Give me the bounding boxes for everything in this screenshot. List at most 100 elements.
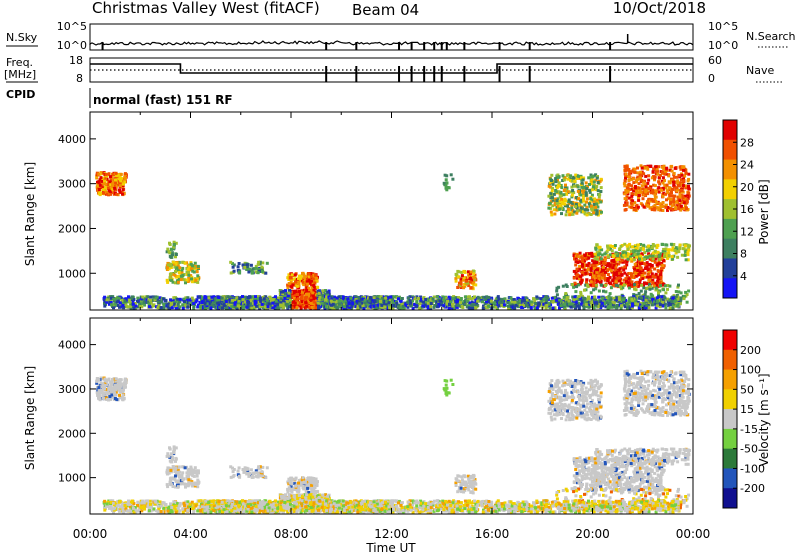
power-cell — [311, 300, 315, 304]
power-cell — [562, 193, 566, 197]
power-cell — [434, 304, 438, 308]
power-cell — [584, 181, 588, 185]
power-cell — [633, 269, 637, 273]
power-cell — [588, 190, 592, 194]
power-cell — [612, 255, 616, 258]
power-cell — [681, 196, 685, 200]
power-cell — [593, 208, 597, 212]
power-cell — [645, 275, 649, 279]
power-cell — [599, 257, 603, 261]
power-cell — [180, 271, 184, 275]
power-cell — [245, 305, 249, 309]
power-cell — [576, 261, 580, 264]
power-cell — [241, 298, 245, 302]
power-cell — [329, 305, 333, 309]
power-cell — [583, 268, 587, 272]
power-cell — [594, 188, 598, 192]
power-cell — [172, 245, 176, 249]
power-cell — [596, 189, 600, 193]
power-cell — [367, 299, 371, 303]
power-cell — [397, 297, 400, 301]
power-cell — [625, 166, 629, 170]
power-cell — [391, 299, 395, 303]
power-cell — [646, 167, 650, 171]
power-cell — [630, 192, 634, 196]
power-cell — [630, 280, 634, 284]
power-cell — [578, 255, 582, 259]
power-cell — [633, 167, 637, 171]
power-cell — [679, 208, 683, 212]
power-cell — [580, 270, 584, 274]
power-cell — [114, 185, 118, 189]
power-cell — [307, 294, 311, 298]
power-cell — [474, 297, 478, 300]
power-cell — [614, 264, 618, 268]
power-cell — [190, 280, 194, 284]
power-cell — [312, 279, 315, 283]
power-cell — [464, 298, 468, 302]
power-cell — [384, 296, 388, 300]
power-cell — [670, 169, 674, 173]
nsky-tick-top: 10^5 — [57, 20, 87, 33]
power-cell — [672, 183, 676, 187]
power-cell — [246, 303, 250, 307]
power-cell — [582, 176, 586, 180]
power-cell — [640, 283, 644, 287]
power-cell — [249, 302, 253, 306]
power-cell — [650, 246, 654, 249]
power-cell — [578, 208, 582, 212]
power-cell — [315, 279, 319, 283]
power-cell — [118, 305, 121, 309]
power-cell — [599, 280, 602, 284]
power-cell — [555, 286, 559, 290]
power-cell — [629, 274, 633, 278]
power-cell — [559, 206, 563, 210]
power-cell — [291, 306, 295, 310]
power-cell — [180, 269, 184, 273]
power-cell — [176, 264, 180, 268]
power-cell — [281, 306, 285, 310]
power-cell — [349, 298, 353, 302]
power-cell — [472, 276, 476, 280]
power-cell — [481, 306, 485, 310]
power-cell — [657, 278, 661, 282]
power-cell — [687, 191, 691, 195]
power-cell — [131, 300, 135, 304]
power-cell — [333, 304, 337, 308]
power-cell — [590, 263, 594, 267]
power-cell — [650, 208, 654, 212]
power-cell — [151, 298, 155, 302]
power-cell — [467, 304, 470, 308]
power-cell — [222, 302, 226, 306]
power-cell — [224, 302, 228, 306]
power-cell — [674, 246, 678, 250]
power-cell — [103, 179, 107, 183]
power-cell — [284, 289, 287, 293]
power-cell — [299, 296, 303, 300]
power-cell — [103, 295, 107, 299]
power-cell — [682, 167, 686, 171]
power-cell — [664, 247, 668, 251]
power-cell — [356, 306, 360, 310]
power-cell — [298, 302, 302, 306]
power-cell — [644, 190, 648, 194]
power-cell — [678, 203, 682, 206]
power-cell — [644, 187, 648, 191]
power-cell — [673, 194, 677, 198]
power-cell — [615, 257, 619, 261]
power-cell — [604, 284, 607, 287]
power-cell — [641, 293, 645, 297]
power-cell — [100, 184, 104, 188]
power-cell — [128, 304, 132, 308]
power-cell — [172, 243, 176, 247]
power-cell — [192, 302, 196, 306]
power-cell — [606, 298, 610, 302]
power-cell — [646, 190, 650, 194]
power-cell — [660, 261, 664, 265]
power-cell — [647, 197, 651, 201]
power-cell — [609, 286, 613, 290]
power-cell — [639, 255, 643, 259]
power-cell — [658, 289, 661, 293]
power-cell — [119, 179, 123, 183]
power-cell — [212, 299, 216, 303]
